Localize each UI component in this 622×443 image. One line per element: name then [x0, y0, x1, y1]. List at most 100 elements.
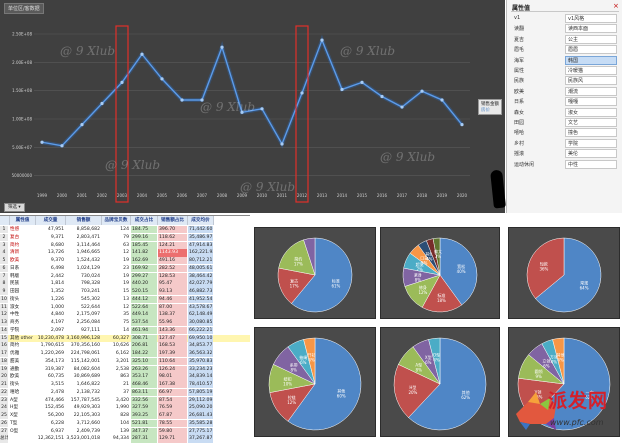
property-row[interactable]: 嘻哈 撞色 — [511, 128, 619, 138]
property-key: 森女 — [514, 109, 525, 116]
property-value[interactable]: 中性 — [565, 159, 617, 169]
property-row[interactable]: 欧美 潮流 — [511, 86, 619, 97]
table-row[interactable]: 22 嘻哈 2,478 2,138,732 37 863.11 66.97 57,805.19 — [0, 388, 250, 397]
table-cell: 84,082,604 — [73, 366, 100, 372]
table-row[interactable]: 10 街头 1,226 545,302 13 444.12 94.46 41,952.54 — [0, 295, 250, 304]
table-cell: 20 — [0, 373, 8, 381]
property-row[interactable]: 海军 韩国 — [511, 55, 619, 66]
table-header[interactable]: 成交量 — [36, 216, 66, 225]
table-row[interactable]: 2 复古 9,371 2,803,471 79 299.16 118.62 35,486.97 — [0, 233, 250, 242]
table-row[interactable]: 16 简约 1,790,615 370,356,160 10,626 206.81 168.… — [0, 342, 250, 350]
table-cell: 3,712,660 — [76, 420, 100, 426]
data-point — [60, 144, 64, 148]
table-row[interactable]: 23 A型 474,466 157,787,545 3,420 332.56 87.54 29… — [0, 396, 250, 405]
table-header[interactable]: 成交占比 — [131, 216, 158, 225]
table-row[interactable]: 21 街头 3,515 1,646,822 21 468.46 167.38 78,410.5… — [0, 381, 250, 389]
table-cell: 4,840 — [50, 312, 64, 318]
table-row[interactable]: 19 通勤 319,387 84,082,604 2,538 263.26 126.24 33… — [0, 365, 250, 374]
table-row[interactable]: 11 淑女 1,000 522,644 12 522.64 87.00 43,578.67 — [0, 303, 250, 312]
property-row[interactable]: 森女 淑女 — [511, 107, 619, 118]
table-row[interactable]: 8 民族 1,814 798,328 19 440.20 95.47 42,027.79 — [0, 280, 250, 288]
table-row[interactable]: 7 韩版 2,442 730,024 19 299.27 128.53 38,464.42 — [0, 272, 250, 281]
property-row[interactable]: 田园 文艺 — [511, 118, 619, 128]
table-cell: 田园 — [10, 289, 20, 294]
table-cell: 522,644 — [81, 304, 100, 310]
table-cell: 5 — [0, 257, 8, 265]
table-row[interactable]: 5 欧美 9,370 1,524,432 19 162.69 491.16 80,712.21 — [0, 257, 250, 265]
property-row[interactable]: 运动休闲 中性 — [511, 159, 619, 170]
property-key: 摇滚 — [514, 151, 525, 158]
table-row[interactable]: 14 学院 2,097 927,111 14 461.94 143.36 66,222.21 — [0, 326, 250, 335]
table-row[interactable]: 17 优雅 1,220,269 224,798,061 6,162 184.22 197.3… — [0, 350, 250, 358]
property-value[interactable]: 韩国 — [565, 55, 617, 65]
close-icon[interactable]: × — [613, 2, 619, 10]
property-value[interactable]: 撞色 — [565, 128, 617, 138]
slice-percent: 8% — [415, 277, 422, 282]
property-row[interactable]: 乡村 学院 — [511, 138, 619, 149]
data-point — [100, 101, 104, 106]
property-row[interactable]: 读翻 读西本面 — [511, 24, 619, 34]
table-cell: 1,226 — [50, 296, 64, 302]
table-cell: 14 — [0, 326, 8, 334]
x-tick-label: 1999 — [37, 193, 48, 198]
table-row[interactable]: 24 H型 152,456 49,929,303 1,990 327.59 76.59 25,… — [0, 404, 250, 412]
table-row[interactable]: 总计 12,362,151 3,523,001,018 94,334 287.31 129… — [0, 435, 250, 443]
table-cell: O型 — [10, 428, 19, 434]
property-value[interactable]: 文艺 — [565, 118, 617, 127]
table-cell: 78.55 — [158, 419, 187, 427]
table-row[interactable]: 25 X型 56,200 22,105,303 828 393.25 67.87 26,681… — [0, 412, 250, 420]
table-row[interactable]: 6 日系 6,498 1,024,129 23 169.92 282.52 48,005.61 — [0, 264, 250, 273]
table-row[interactable]: 15 其他 other 10,230,478 3,160,996,128 60,327 3… — [0, 334, 250, 343]
slice-percent: 15% — [534, 394, 543, 399]
table-header[interactable]: 属性值 — [10, 216, 36, 225]
table-header[interactable]: 成交均价 — [188, 216, 214, 225]
property-value[interactable]: 公主 — [565, 34, 617, 44]
property-value[interactable]: v1风格 — [565, 14, 617, 23]
table-row[interactable]: 26 T型 6,228 3,712,660 104 521.81 78.55 35,585.2… — [0, 419, 250, 428]
property-key: 夏吉 — [514, 36, 525, 43]
property-row[interactable]: 民族 民族风 — [511, 76, 619, 86]
filter-dropdown[interactable]: 筛选 ▾ — [4, 203, 25, 212]
table-row[interactable]: 4 清新 13,726 1,946,665 12 141.82 1143.93 162,221… — [0, 249, 250, 257]
table-cell: 27,775.17 — [188, 427, 213, 435]
property-row[interactable]: 眉毛 眉眉 — [511, 45, 619, 55]
table-cell: 12,362,151 — [37, 436, 64, 442]
table-row[interactable]: 9 田园 1,352 703,241 15 520.15 93.13 46,882.73 — [0, 288, 250, 296]
table-row[interactable]: 27 O型 6,937 2,409,739 139 347.37 59.80 27,775.1… — [0, 427, 250, 436]
property-row[interactable]: 夏吉 公主 — [511, 34, 619, 45]
table-cell: 13,726 — [47, 250, 64, 256]
property-value[interactable]: 淑女 — [565, 107, 617, 117]
property-value[interactable]: 学院 — [565, 138, 617, 148]
property-row[interactable]: v1 v1风格 — [511, 14, 619, 24]
table-header[interactable] — [0, 216, 10, 225]
property-value[interactable]: 潮流 — [565, 86, 617, 96]
table-header[interactable]: 品牌宝贝数 — [102, 216, 131, 225]
table-header[interactable]: 销售额 — [66, 216, 102, 225]
property-value[interactable]: 冷暖猫 — [565, 66, 617, 75]
table-cell: 354,173 — [45, 358, 64, 364]
property-row[interactable]: 属性 冷暖猫 — [511, 66, 619, 76]
table-row[interactable]: 20 欧美 60,735 30,869,689 863 353.17 98.01 34,839… — [0, 373, 250, 381]
table-cell: 简约 — [10, 343, 20, 349]
table-cell: 87.00 — [158, 303, 187, 311]
table-header[interactable]: 销售额占比 — [158, 216, 188, 225]
property-row[interactable]: 摇滚 美伦 — [511, 149, 619, 159]
table-row[interactable]: 3 简约 8,680 3,114,464 63 185.45 124.21 47,914.83 — [0, 241, 250, 250]
table-cell: 139 — [120, 428, 129, 434]
property-value[interactable]: 嘎嘎 — [565, 97, 617, 107]
slice-percent: 17% — [290, 284, 299, 289]
table-row[interactable]: 13 商务 4,197 2,256,084 75 537.54 55.96 30,080.85 — [0, 319, 250, 327]
property-value[interactable]: 美伦 — [565, 149, 617, 159]
table-cell: 152,456 — [45, 405, 64, 411]
property-value[interactable]: 民族风 — [565, 76, 617, 86]
data-point — [140, 52, 144, 56]
table-row[interactable]: 12 中性 4,840 2,175,097 35 449.14 138.37 62,148.4… — [0, 311, 250, 319]
table-row[interactable]: 1 性感 47,951 8,858,682 124 184.75 396.70 71,442.… — [0, 226, 250, 234]
table-row[interactable]: 18 甜美 354,173 115,142,001 3,201 325.10 110.64 3… — [0, 357, 250, 366]
property-value[interactable]: 眉眉 — [565, 45, 617, 55]
property-value[interactable]: 读西本面 — [565, 24, 617, 34]
slice-percent: 36% — [539, 267, 548, 272]
table-cell: 71,442.60 — [188, 226, 213, 234]
property-row[interactable]: 日系 嘎嘎 — [511, 97, 619, 107]
table-cell: 75 — [123, 320, 129, 325]
